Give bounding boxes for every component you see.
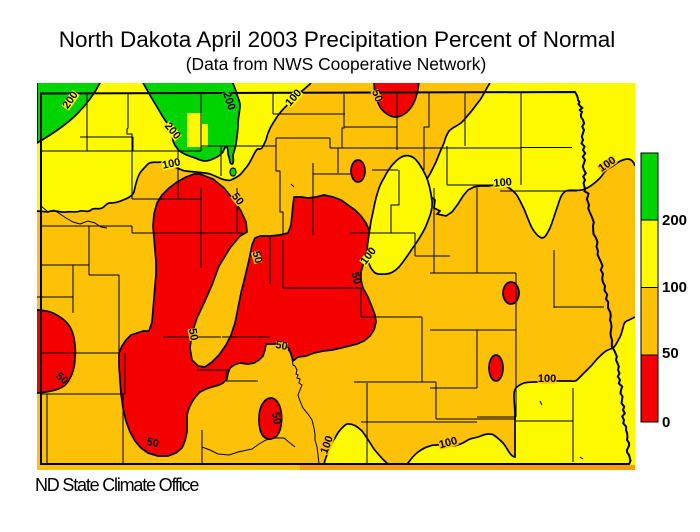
svg-text:100: 100 xyxy=(161,156,181,172)
svg-text:50: 50 xyxy=(186,327,200,341)
svg-text:50: 50 xyxy=(369,88,384,104)
svg-text:(Data from NWS Cooperative Net: (Data from NWS Cooperative Network) xyxy=(186,54,487,74)
svg-text:North Dakota April 2003 Precip: North Dakota April 2003 Precipitation Pe… xyxy=(59,27,616,52)
svg-text:50: 50 xyxy=(250,250,265,265)
svg-text:50: 50 xyxy=(662,345,679,362)
svg-text:100: 100 xyxy=(493,176,512,190)
svg-text:100: 100 xyxy=(538,373,556,385)
svg-text:0: 0 xyxy=(662,414,670,431)
svg-text:50: 50 xyxy=(269,411,283,425)
svg-text:ND State Climate Office: ND State Climate Office xyxy=(35,475,199,495)
svg-text:100: 100 xyxy=(438,435,459,451)
svg-text:50: 50 xyxy=(145,436,159,450)
svg-text:50: 50 xyxy=(229,191,246,208)
svg-text:200: 200 xyxy=(662,212,687,229)
svg-text:100: 100 xyxy=(662,279,687,296)
svg-text:200: 200 xyxy=(220,90,237,111)
svg-text:50: 50 xyxy=(274,339,288,353)
svg-text:50: 50 xyxy=(349,271,364,286)
svg-text:100: 100 xyxy=(318,434,336,455)
